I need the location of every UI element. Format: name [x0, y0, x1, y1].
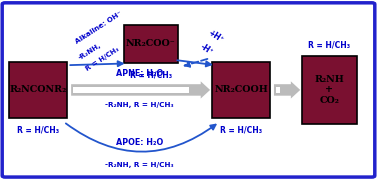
FancyBboxPatch shape — [9, 62, 67, 118]
Text: -H⁺: -H⁺ — [199, 42, 215, 57]
Text: -R₂NH, R = H/CH₃: -R₂NH, R = H/CH₃ — [105, 162, 174, 168]
Text: NR₂COO⁻: NR₂COO⁻ — [126, 40, 176, 49]
Text: NR₂COOH: NR₂COOH — [214, 85, 268, 95]
Text: -R₂NH,: -R₂NH, — [78, 42, 103, 61]
FancyArrow shape — [274, 81, 300, 99]
Text: APNE: H₂O: APNE: H₂O — [116, 69, 163, 78]
Text: R = H/CH₃: R = H/CH₃ — [17, 125, 59, 134]
Text: R₂NCONR₂: R₂NCONR₂ — [10, 85, 67, 95]
FancyBboxPatch shape — [2, 3, 375, 177]
FancyArrow shape — [71, 81, 210, 99]
FancyBboxPatch shape — [212, 62, 270, 118]
Text: R = H/CH₃: R = H/CH₃ — [130, 71, 172, 79]
Text: APOE: H₂O: APOE: H₂O — [116, 138, 163, 147]
FancyBboxPatch shape — [302, 56, 357, 124]
Text: R = H/CH₃: R = H/CH₃ — [220, 125, 262, 134]
Text: Alkaline: OH⁻: Alkaline: OH⁻ — [74, 10, 123, 45]
Text: R₂NH
+
CO₂: R₂NH + CO₂ — [314, 75, 344, 105]
Text: +H⁺: +H⁺ — [207, 28, 225, 45]
Text: R = H/CH₃: R = H/CH₃ — [85, 46, 121, 72]
FancyArrow shape — [73, 87, 189, 93]
FancyArrow shape — [276, 87, 280, 93]
Text: R = H/CH₃: R = H/CH₃ — [308, 40, 350, 49]
FancyBboxPatch shape — [124, 25, 178, 63]
Text: -R₂NH, R = H/CH₃: -R₂NH, R = H/CH₃ — [105, 102, 174, 108]
